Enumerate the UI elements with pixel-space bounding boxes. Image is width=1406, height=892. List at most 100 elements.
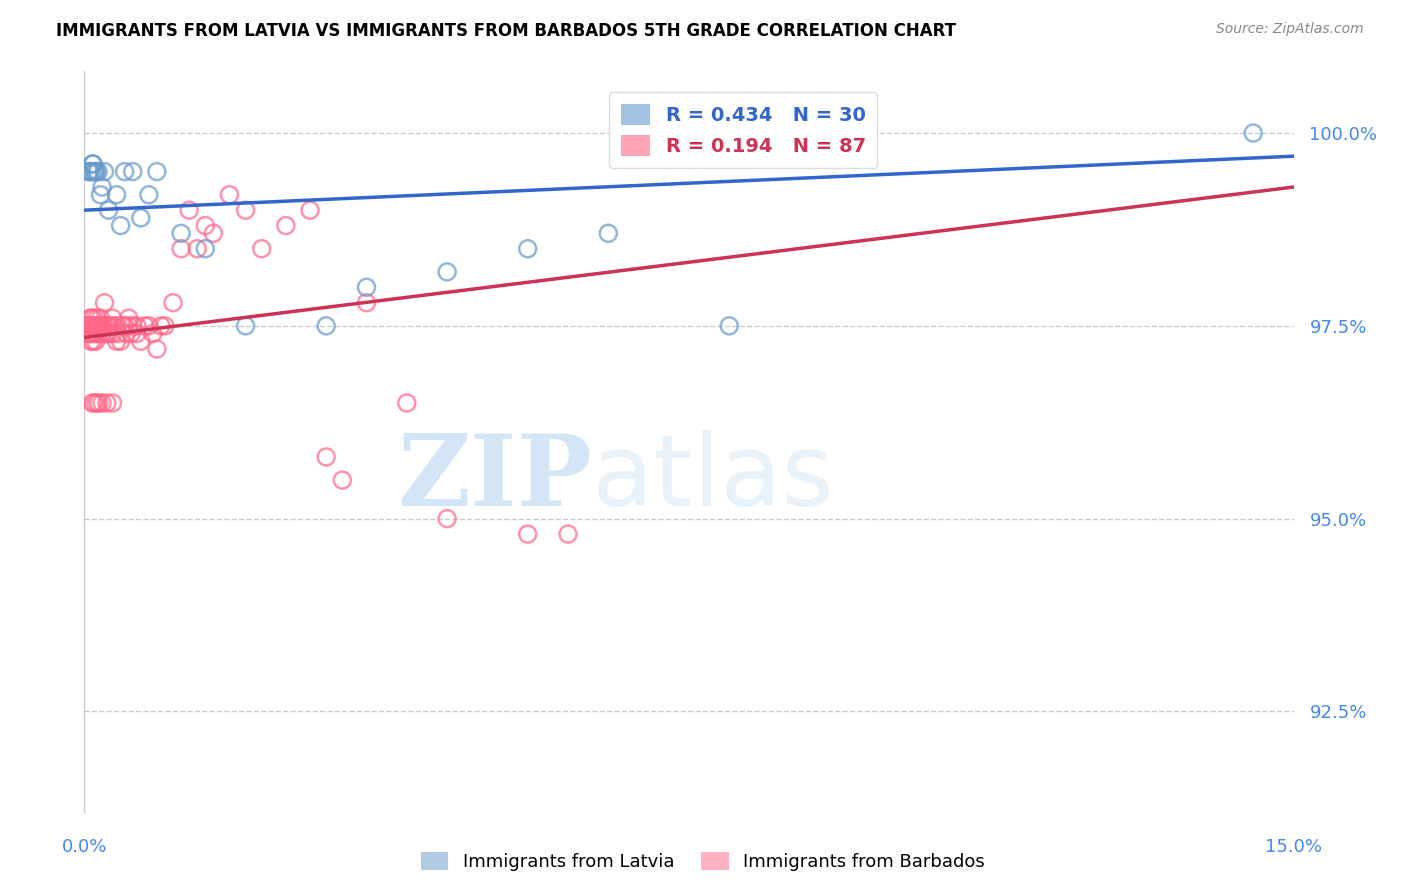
Point (91, 318, 114, 333)
Point (79, 311, 101, 326)
Point (80, 318, 103, 333)
Point (112, 318, 135, 333)
Point (101, 326, 124, 341)
Point (96, 396, 118, 410)
Point (103, 318, 125, 333)
Point (194, 242, 217, 256)
Point (110, 219, 132, 233)
Point (94, 326, 117, 341)
Text: ZIP: ZIP (398, 430, 592, 527)
Point (218, 187, 240, 202)
Point (105, 187, 128, 202)
Point (82, 318, 104, 333)
Point (87, 164, 110, 178)
Point (93, 295, 115, 310)
Point (87, 326, 110, 341)
Text: 0.0%: 0.0% (62, 838, 107, 856)
Text: 15.0%: 15.0% (1265, 838, 1322, 856)
Point (194, 219, 217, 233)
Point (330, 473, 353, 487)
Point (598, 227, 620, 241)
Point (129, 211, 152, 225)
Point (83, 318, 105, 333)
Point (93, 318, 115, 333)
Point (118, 311, 141, 326)
Point (516, 527, 538, 541)
Point (138, 187, 160, 202)
Point (105, 318, 128, 333)
Point (120, 326, 142, 341)
Point (97, 318, 120, 333)
Point (76, 318, 98, 333)
Point (395, 396, 418, 410)
Point (83, 396, 105, 410)
Point (436, 511, 458, 525)
Point (118, 318, 141, 333)
Point (82, 318, 104, 333)
Point (107, 326, 129, 341)
Point (84, 318, 107, 333)
Point (86, 396, 108, 410)
Point (82, 157, 104, 171)
Point (77, 318, 100, 333)
Point (121, 164, 143, 178)
Point (110, 334, 132, 349)
Point (138, 318, 160, 333)
Legend: R = 0.434   N = 30, R = 0.194   N = 87: R = 0.434 N = 30, R = 0.194 N = 87 (609, 92, 877, 168)
Point (82, 396, 104, 410)
Point (82, 326, 104, 341)
Text: IMMIGRANTS FROM LATVIA VS IMMIGRANTS FROM BARBADOS 5TH GRADE CORRELATION CHART: IMMIGRANTS FROM LATVIA VS IMMIGRANTS FRO… (56, 22, 956, 40)
Point (114, 318, 136, 333)
Point (557, 527, 579, 541)
Point (91, 396, 114, 410)
Point (101, 396, 124, 410)
Point (87, 396, 110, 410)
Point (89, 311, 111, 326)
Point (101, 311, 124, 326)
Point (91, 180, 114, 194)
Point (149, 318, 172, 333)
Point (1241, 126, 1264, 140)
Point (516, 242, 538, 256)
Text: atlas: atlas (592, 430, 834, 527)
Point (84, 334, 107, 349)
Point (77, 318, 100, 333)
Point (89, 187, 111, 202)
Point (125, 326, 148, 341)
Point (299, 203, 322, 218)
Point (146, 164, 169, 178)
Point (356, 280, 378, 294)
Point (153, 318, 176, 333)
Point (146, 342, 169, 356)
Legend: Immigrants from Latvia, Immigrants from Barbados: Immigrants from Latvia, Immigrants from … (415, 845, 991, 879)
Point (202, 227, 225, 241)
Point (80, 311, 103, 326)
Point (315, 450, 337, 464)
Point (134, 318, 156, 333)
Point (93, 164, 115, 178)
Point (250, 242, 273, 256)
Point (91, 326, 114, 341)
Point (170, 242, 193, 256)
Point (75, 318, 97, 333)
Point (186, 242, 208, 256)
Point (235, 203, 257, 218)
Point (77, 326, 100, 341)
Point (96, 318, 118, 333)
Point (86, 326, 108, 341)
Point (121, 318, 143, 333)
Point (83, 311, 105, 326)
Point (83, 164, 105, 178)
Point (718, 318, 741, 333)
Point (79, 164, 101, 178)
Point (89, 318, 111, 333)
Point (76, 318, 98, 333)
Point (86, 164, 108, 178)
Point (83, 164, 105, 178)
Point (179, 203, 201, 218)
Point (83, 326, 105, 341)
Point (115, 326, 138, 341)
Point (97, 326, 120, 341)
Point (274, 219, 297, 233)
Point (142, 326, 165, 341)
